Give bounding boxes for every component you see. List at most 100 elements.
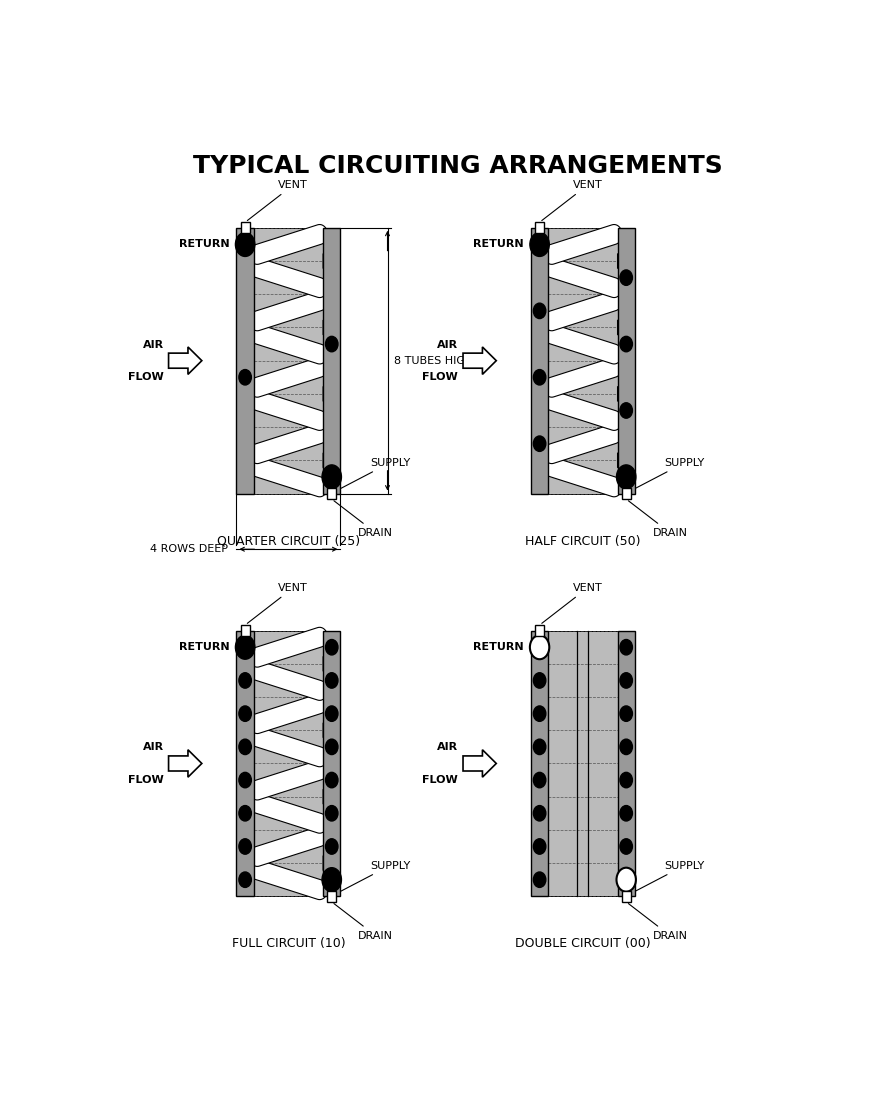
Polygon shape [618,321,624,335]
Circle shape [530,636,549,659]
Text: TYPICAL CIRCUITING ARRANGEMENTS: TYPICAL CIRCUITING ARRANGEMENTS [193,154,723,178]
Text: QUARTER CIRCUIT (25): QUARTER CIRCUIT (25) [217,534,360,548]
Text: FLOW: FLOW [128,775,164,785]
Polygon shape [249,660,328,700]
Circle shape [325,739,338,755]
Circle shape [239,839,251,854]
Circle shape [239,871,251,887]
Circle shape [325,672,338,688]
Circle shape [239,672,251,688]
Polygon shape [248,756,254,771]
Circle shape [325,871,338,887]
Circle shape [239,739,251,755]
Polygon shape [248,823,254,837]
Polygon shape [249,258,328,297]
Polygon shape [249,860,328,899]
Circle shape [617,868,636,892]
Polygon shape [323,321,330,335]
Circle shape [534,772,546,788]
Text: DOUBLE CIRCUIT (00): DOUBLE CIRCUIT (00) [515,937,651,951]
Text: AIR: AIR [142,339,164,349]
Circle shape [620,640,632,654]
Circle shape [534,871,546,887]
Polygon shape [544,258,622,297]
FancyArrow shape [463,347,496,374]
Polygon shape [323,657,330,671]
Text: SUPPLY: SUPPLY [340,457,410,489]
Polygon shape [542,287,548,302]
Polygon shape [249,827,328,866]
Circle shape [322,465,342,489]
Text: HALF CIRCUIT (50): HALF CIRCUIT (50) [525,534,641,548]
Circle shape [534,706,546,721]
Polygon shape [323,254,330,268]
Polygon shape [323,453,330,467]
Polygon shape [544,324,622,364]
Circle shape [620,672,632,688]
Circle shape [534,436,546,452]
Bar [618,228,635,493]
Text: FLOW: FLOW [423,372,458,382]
Circle shape [620,270,632,285]
Circle shape [620,403,632,418]
Text: FLOW: FLOW [423,775,458,785]
Circle shape [325,772,338,788]
Circle shape [620,839,632,854]
Circle shape [325,336,338,352]
Circle shape [235,636,255,659]
Polygon shape [249,760,328,800]
Polygon shape [542,353,548,368]
Text: AIR: AIR [142,742,164,752]
Circle shape [620,739,632,755]
Bar [531,228,548,493]
Text: DRAIN: DRAIN [334,501,393,538]
Circle shape [620,806,632,821]
Circle shape [534,303,546,318]
Text: VENT: VENT [542,180,603,220]
Text: VENT: VENT [248,180,308,220]
Bar [254,228,323,493]
Bar [548,228,618,493]
Circle shape [620,706,632,721]
Circle shape [534,839,546,854]
Bar [327,487,336,499]
Polygon shape [249,357,328,397]
Text: DRAIN: DRAIN [628,501,687,538]
Bar [621,487,630,499]
Bar [536,223,544,234]
Polygon shape [249,324,328,364]
Bar [548,631,618,896]
Circle shape [325,839,338,854]
Polygon shape [544,424,622,464]
Bar [254,631,323,896]
Bar [240,223,249,234]
Circle shape [620,772,632,788]
Bar [323,228,341,493]
Text: DRAIN: DRAIN [628,904,687,940]
Text: RETURN: RETURN [473,642,524,652]
Text: VENT: VENT [248,583,308,623]
Circle shape [534,806,546,821]
Polygon shape [618,386,624,401]
Circle shape [239,370,251,385]
Polygon shape [249,424,328,464]
Text: FLOW: FLOW [128,372,164,382]
Polygon shape [323,723,330,738]
Text: SUPPLY: SUPPLY [635,860,704,892]
Bar [236,631,254,896]
Bar [327,890,336,902]
Circle shape [534,370,546,385]
Bar [621,890,630,902]
Polygon shape [249,628,328,667]
Text: AIR: AIR [437,339,458,349]
Text: DRAIN: DRAIN [334,904,393,940]
Text: VENT: VENT [542,583,603,623]
Polygon shape [323,789,330,804]
Bar [531,631,548,896]
Polygon shape [249,225,328,264]
Circle shape [617,465,636,489]
Polygon shape [323,856,330,870]
Text: 4 ROWS DEEP: 4 ROWS DEEP [150,544,228,554]
Polygon shape [618,254,624,268]
Polygon shape [249,693,328,733]
